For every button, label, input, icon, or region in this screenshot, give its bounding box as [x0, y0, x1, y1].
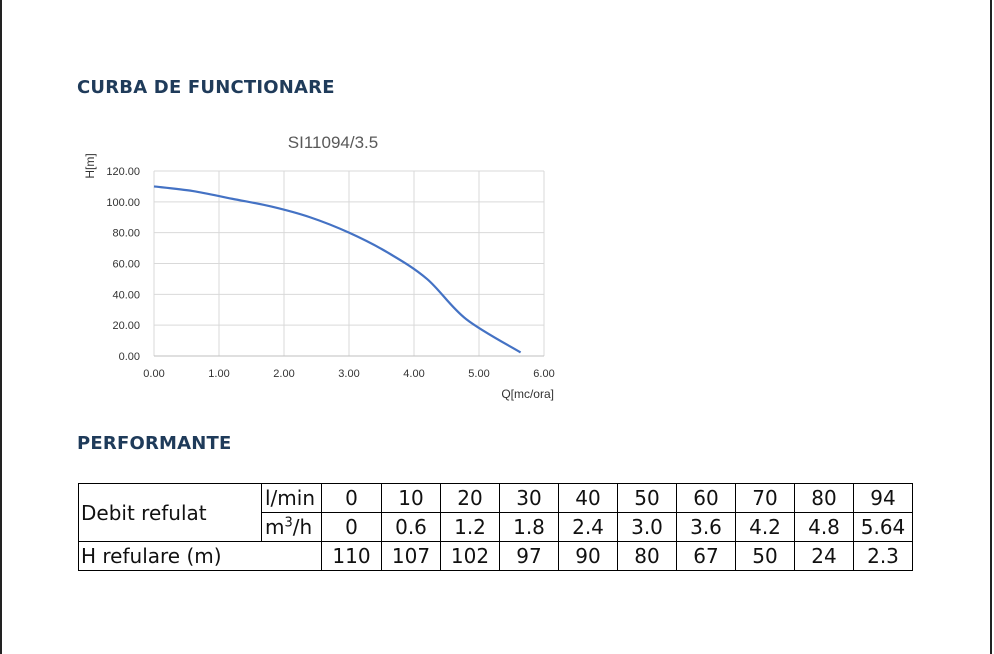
performance-table: Debit refulat l/min 0 10 20 30 40 50 60 70 80 94 …: [78, 483, 913, 571]
head-row-label: H refulare (m): [78, 541, 322, 571]
head-value-cell: 102: [440, 541, 500, 571]
x-tick-label: 0.00: [143, 368, 164, 380]
head-value-cell: 50: [735, 541, 795, 571]
head-value-cell: 67: [676, 541, 736, 571]
pump-curve-chart: 0.00 1.00 2.00 3.00 4.00 5.00 6.00 0.00 20.00 40.…: [83, 133, 555, 401]
window-border-left: [0, 0, 2, 654]
table-row-m3h: m3/h 0 0.6 1.2 1.8 2.4 3.0 3.6 4.2 4.8 5.64: [79, 512, 913, 542]
y-tick-label: 20.00: [112, 320, 140, 332]
window-border-right: [990, 0, 992, 654]
x-tick-label: 5.00: [468, 368, 489, 380]
y-tick-label: 80.00: [112, 228, 140, 240]
head-value-cell: 107: [381, 541, 441, 571]
chart-series: [153, 185, 522, 354]
x-axis-label: Q[mc/ora]: [501, 387, 554, 401]
lmin-value-cell: 50: [617, 483, 677, 513]
y-tick-label: 0.00: [119, 351, 140, 363]
m3h-value-cell: 1.2: [440, 512, 500, 542]
lmin-value-cell: 94: [853, 483, 913, 513]
unit-m3h-exp: 3: [284, 515, 293, 531]
m3h-value-cell: 3.6: [676, 512, 736, 542]
unit-m3h: m3/h: [261, 512, 322, 542]
lmin-value-cell: 30: [499, 483, 559, 513]
lmin-value-cell: 20: [440, 483, 500, 513]
series-line-0: [153, 185, 522, 354]
section-title-performance: PERFORMANTE: [77, 433, 232, 454]
lmin-value-cell: 0: [321, 483, 382, 513]
chart-title: SI11094/3.5: [288, 133, 378, 152]
section-title-curve: CURBA DE FUNCTIONARE: [77, 77, 335, 98]
m3h-value-cell: 4.2: [735, 512, 795, 542]
y-tick-label: 120.00: [106, 166, 140, 178]
lmin-value-cell: 40: [558, 483, 618, 513]
y-axis-label: H[m]: [83, 153, 97, 178]
m3h-value-cell: 0: [321, 512, 382, 542]
head-value-cell: 110: [321, 541, 382, 571]
table-row-lmin: Debit refulat l/min 0 10 20 30 40 50 60 70 80 94: [78, 483, 913, 542]
head-value-cell: 90: [558, 541, 618, 571]
m3h-value-cell: 3.0: [617, 512, 677, 542]
m3h-value-cell: 4.8: [794, 512, 854, 542]
head-value-cell: 24: [794, 541, 854, 571]
m3h-value-cell: 1.8: [499, 512, 559, 542]
head-value-cell: 80: [617, 541, 677, 571]
y-tick-label: 40.00: [112, 289, 140, 301]
m3h-value-cell: 2.4: [558, 512, 618, 542]
x-tick-label: 3.00: [338, 368, 359, 380]
m3h-value-cell: 5.64: [853, 512, 913, 542]
chart-labels: 0.00 1.00 2.00 3.00 4.00 5.00 6.00 0.00 20.00 40.…: [83, 133, 555, 401]
head-value-cell: 97: [499, 541, 559, 571]
flow-row-label: Debit refulat: [78, 483, 262, 542]
unit-m3h-tail: /h: [292, 515, 313, 539]
lmin-value-cell: 80: [794, 483, 854, 513]
x-tick-label: 6.00: [533, 368, 554, 380]
x-tick-label: 2.00: [273, 368, 294, 380]
table-row-head: H refulare (m) 110 107 102 97 90 80 67 50 24 2.3: [78, 541, 913, 571]
y-tick-label: 100.00: [106, 197, 140, 209]
chart-grid: [153, 170, 545, 357]
lmin-value-cell: 10: [381, 483, 441, 513]
lmin-value-cell: 70: [735, 483, 795, 513]
m3h-value-cell: 0.6: [381, 512, 441, 542]
lmin-value-cell: 60: [676, 483, 736, 513]
x-tick-label: 1.00: [208, 368, 229, 380]
y-tick-label: 60.00: [112, 259, 140, 271]
unit-lmin: l/min: [261, 483, 322, 513]
x-tick-label: 4.00: [403, 368, 424, 380]
head-value-cell: 2.3: [853, 541, 913, 571]
unit-m3h-base: m: [265, 515, 285, 539]
